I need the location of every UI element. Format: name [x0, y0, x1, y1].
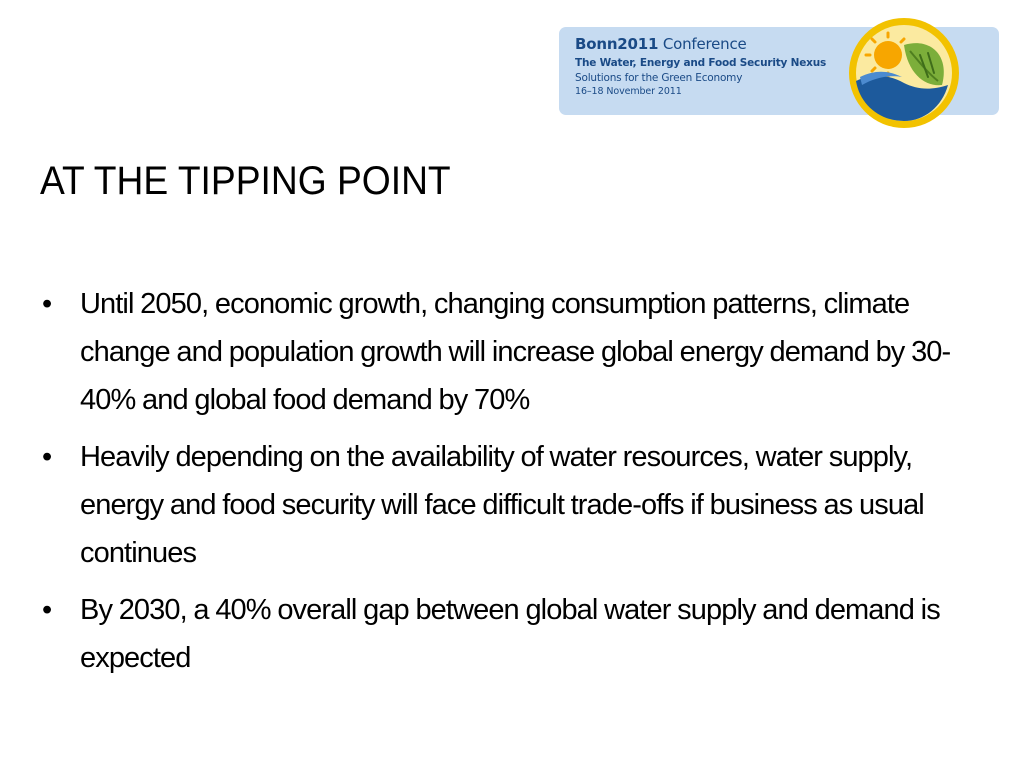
bullet-text: Heavily depending on the availability of…	[80, 441, 925, 569]
bullet-item: • By 2030, a 40% overall gap between glo…	[40, 586, 1000, 682]
conference-logo-icon	[849, 18, 959, 128]
banner-title-bold: Bonn2011	[575, 35, 659, 53]
banner-text-block: Bonn2011 Conference The Water, Energy an…	[575, 37, 826, 97]
bullet-text: By 2030, a 40% overall gap between globa…	[80, 594, 941, 674]
banner-title: Bonn2011 Conference	[575, 37, 826, 52]
bullet-item: • Heavily depending on the availability …	[40, 433, 1000, 577]
slide-title: AT THE TIPPING POINT	[40, 159, 451, 203]
bullet-marker: •	[42, 594, 52, 626]
banner-tagline: Solutions for the Green Economy	[575, 71, 743, 84]
banner-dates: 16–18 November 2011	[575, 86, 682, 97]
bullet-marker: •	[42, 288, 52, 320]
bullet-marker: •	[42, 441, 52, 473]
banner-subtitle: The Water, Energy and Food Security Nexu…	[575, 57, 827, 69]
bullet-text: Until 2050, economic growth, changing co…	[80, 288, 951, 416]
banner-title-rest: Conference	[658, 35, 747, 53]
conference-banner: Bonn2011 Conference The Water, Energy an…	[559, 18, 999, 128]
bullet-item: • Until 2050, economic growth, changing …	[40, 280, 1000, 424]
bullet-list: • Until 2050, economic growth, changing …	[40, 280, 1000, 691]
